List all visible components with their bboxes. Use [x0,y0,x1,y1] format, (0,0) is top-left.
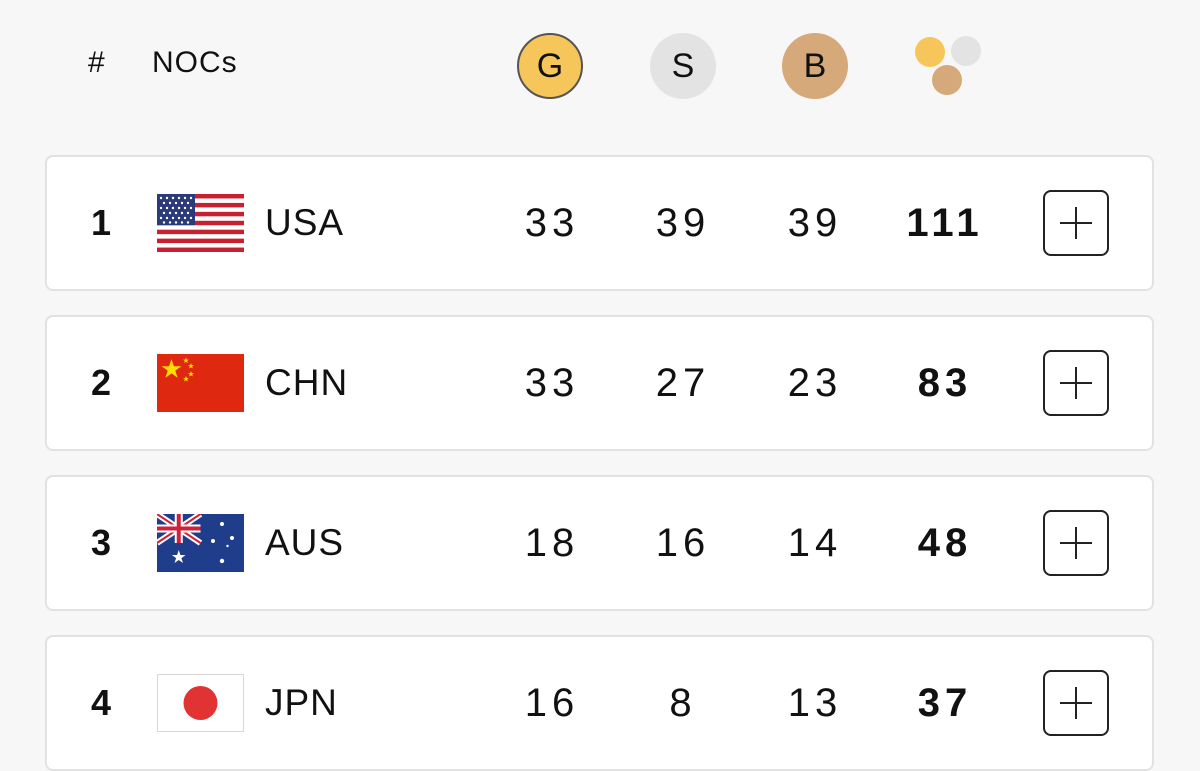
silver-count: 27 [655,360,711,405]
bronze-count: 14 [787,520,843,565]
total-count: 37 [917,680,973,725]
rank-value: 1 [91,202,112,243]
gold-count: 33 [524,360,580,405]
medal-table-header: # NOCs G S B [0,0,1200,130]
rank-value: 2 [91,362,112,403]
rank-value: 3 [91,522,112,563]
noc-name[interactable]: AUS [265,522,345,563]
total-bronze-dot [932,65,962,95]
expand-row-button[interactable] [1043,670,1109,736]
china-flag-icon [157,354,244,412]
noc-name[interactable]: CHN [265,362,349,403]
silver-count: 16 [655,520,711,565]
bronze-medal-icon[interactable]: B [782,33,848,99]
silver-medal-icon[interactable]: S [650,33,716,99]
total-silver-dot [951,36,981,66]
noc-name[interactable]: JPN [265,682,338,723]
total-count: 111 [906,200,984,245]
table-row[interactable]: 4 JPN 16 8 13 37 [45,635,1154,771]
expand-row-button[interactable] [1043,190,1109,256]
usa-flag-icon [157,194,244,252]
rank-column-header: # [88,46,105,79]
japan-flag-icon [157,674,244,732]
bronze-count: 23 [787,360,843,405]
silver-column-label: S [671,46,695,85]
gold-count: 18 [524,520,580,565]
silver-count: 8 [669,680,697,725]
total-gold-dot [915,37,945,67]
gold-count: 16 [524,680,580,725]
silver-count: 39 [655,200,711,245]
rank-value: 4 [91,682,112,723]
total-count: 83 [917,360,973,405]
bronze-column-label: B [803,46,827,85]
total-count: 48 [917,520,973,565]
gold-medal-icon[interactable]: G [517,33,583,99]
table-row[interactable]: 1 USA 33 39 39 111 [45,155,1154,291]
australia-flag-icon [157,514,244,572]
bronze-count: 13 [787,680,843,725]
expand-row-button[interactable] [1043,350,1109,416]
gold-column-label: G [536,46,564,85]
medals-total-icon[interactable] [913,33,985,99]
table-row[interactable]: 3 AUS 18 16 14 [45,475,1154,611]
gold-count: 33 [524,200,580,245]
expand-row-button[interactable] [1043,510,1109,576]
bronze-count: 39 [787,200,843,245]
noc-name[interactable]: USA [265,202,345,243]
noc-column-header[interactable]: NOCs [152,46,238,79]
table-row[interactable]: 2 CHN 33 27 23 83 [45,315,1154,451]
